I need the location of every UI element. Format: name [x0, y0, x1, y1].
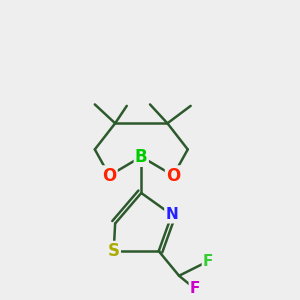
Text: F: F: [203, 254, 213, 269]
Text: B: B: [135, 148, 148, 166]
Text: N: N: [165, 207, 178, 222]
Text: O: O: [102, 167, 116, 184]
Text: O: O: [166, 167, 180, 184]
Text: F: F: [190, 281, 200, 296]
Text: S: S: [108, 242, 120, 260]
